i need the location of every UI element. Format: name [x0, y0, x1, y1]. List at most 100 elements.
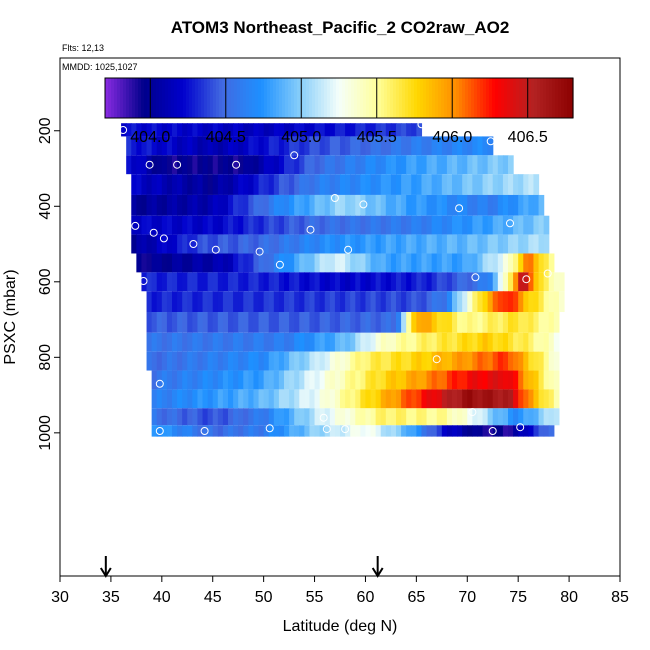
heatmap-cell: [375, 408, 382, 426]
heatmap-cell: [177, 312, 183, 333]
heatmap-cell: [253, 194, 260, 216]
heatmap-cell: [258, 253, 265, 273]
heatmap-cell: [406, 312, 412, 333]
heatmap-cell: [401, 389, 407, 409]
heatmap-cell: [441, 370, 448, 390]
heatmap-cell: [385, 291, 392, 313]
heatmap-cell: [187, 253, 193, 273]
colorbar-swatch: [384, 78, 388, 118]
latitude-markers: [99, 556, 384, 578]
heatmap-cell: [350, 272, 356, 292]
heatmap-cell: [350, 155, 356, 175]
heatmap-cell: [207, 291, 214, 313]
heatmap-cell: [502, 291, 509, 313]
colorbar-swatch: [150, 78, 154, 118]
heatmap-cell: [233, 234, 239, 254]
heatmap-cell: [299, 291, 305, 313]
heatmap-cell: [370, 351, 377, 371]
heatmap-cell: [538, 272, 545, 292]
heatmap-cell: [273, 332, 280, 352]
heatmap-cell: [299, 408, 305, 426]
heatmap-cell: [273, 272, 280, 292]
sample-point: [265, 424, 274, 433]
colorbar: 404.0 404.5 405.0 405.5 406.0 406.5: [104, 77, 574, 146]
heatmap-cell: [401, 291, 407, 313]
heatmap-cell: [472, 408, 479, 426]
heatmap-cell: [212, 351, 219, 371]
heatmap-cell: [518, 253, 524, 273]
heatmap-cell: [497, 155, 504, 175]
heatmap-cell: [136, 234, 143, 254]
heatmap-cell: [370, 272, 377, 292]
heatmap-cell: [263, 215, 270, 235]
heatmap-cell: [202, 272, 209, 292]
heatmap-cell: [131, 194, 137, 216]
heatmap-cell: [284, 253, 290, 273]
heatmap-cell: [151, 332, 158, 352]
colorbar-swatch: [120, 78, 124, 118]
heatmap-cell: [268, 194, 275, 216]
colorbar-swatch: [498, 78, 502, 118]
heatmap-cell: [380, 425, 387, 437]
heatmap-cell: [289, 312, 295, 333]
sample-point: [540, 163, 549, 172]
heatmap-cell: [350, 370, 356, 390]
colorbar-swatch: [216, 78, 220, 118]
heatmap-cell: [390, 291, 397, 313]
heatmap-cell: [390, 215, 397, 235]
heatmap-cells: [121, 123, 565, 437]
heatmap-cell: [258, 389, 265, 409]
colorbar-swatch: [162, 78, 166, 118]
heatmap-cell: [284, 389, 290, 409]
heatmap-cell: [172, 272, 178, 292]
heatmap-cell: [385, 234, 392, 254]
heatmap-cell: [508, 272, 514, 292]
heatmap-cell: [467, 272, 473, 292]
heatmap-cell: [482, 408, 489, 426]
heatmap-cell: [187, 332, 193, 352]
heatmap-cell: [467, 174, 473, 195]
heatmap-cell: [421, 291, 428, 313]
heatmap-cell: [197, 272, 204, 292]
heatmap-cell: [467, 408, 473, 426]
heatmap-cell: [528, 389, 535, 409]
heatmap-cell: [166, 234, 173, 254]
colorbar-swatch: [561, 78, 565, 118]
heatmap-cell: [360, 389, 367, 409]
heatmap-cell: [548, 291, 555, 313]
heatmap-cell: [268, 136, 275, 156]
heatmap-cell: [207, 408, 214, 426]
heatmap-cell: [329, 155, 336, 175]
sample-point: [173, 160, 182, 169]
heatmap-cell: [441, 425, 448, 437]
heatmap-cell: [375, 312, 382, 333]
heatmap-cell: [508, 253, 514, 273]
heatmap-cell: [166, 425, 173, 437]
heatmap-cell: [396, 123, 402, 137]
heatmap-cell: [553, 351, 560, 371]
heatmap-cell: [477, 194, 484, 216]
heatmap-cell: [390, 425, 397, 437]
sample-point: [306, 225, 315, 234]
heatmap-cell: [166, 408, 173, 426]
heatmap-cell: [263, 370, 270, 390]
heatmap-cell: [365, 194, 372, 216]
heatmap-cell: [238, 425, 244, 437]
colorbar-swatch: [207, 78, 211, 118]
heatmap-cell: [197, 123, 204, 137]
heatmap-cell: [334, 351, 341, 371]
heatmap-cell: [385, 332, 392, 352]
heatmap-cell: [452, 194, 458, 216]
heatmap-cell: [141, 272, 148, 292]
heatmap-cell: [492, 194, 499, 216]
colorbar-swatch: [381, 78, 385, 118]
heatmap-cell: [141, 194, 148, 216]
colorbar-swatch: [123, 78, 127, 118]
heatmap-cell: [360, 194, 367, 216]
heatmap-cell: [355, 253, 361, 273]
heatmap-cell: [299, 332, 305, 352]
heatmap-cell: [222, 291, 229, 313]
heatmap-cell: [513, 332, 519, 352]
x-tick-label: 55: [306, 589, 324, 606]
heatmap-cell: [141, 234, 148, 254]
